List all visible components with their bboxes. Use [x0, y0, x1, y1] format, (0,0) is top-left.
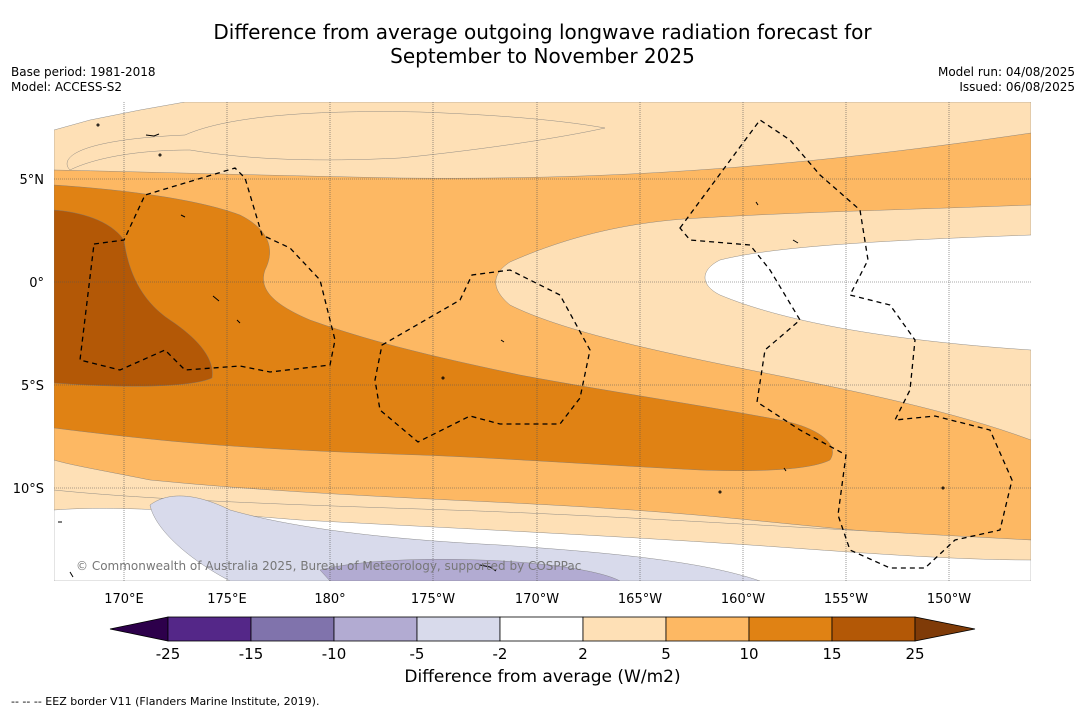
colorbar-segment — [665, 616, 750, 642]
title-line-1: Difference from average outgoing longwav… — [213, 20, 872, 44]
graticule — [54, 102, 1031, 581]
title-line-2: September to November 2025 — [390, 44, 695, 68]
colorbar-label: Difference from average (W/m2) — [404, 667, 681, 687]
lon-label: 175°E — [207, 592, 247, 607]
base-period: Base period: 1981-2018 — [11, 65, 156, 79]
colorbar-tick-label: 2 — [578, 645, 588, 663]
colorbar-segment — [250, 616, 335, 642]
map-title: Difference from average outgoing longwav… — [0, 20, 1085, 68]
colorbar-tick-label: -2 — [493, 645, 508, 663]
meta-right: Model run: 04/08/2025 Issued: 06/08/2025 — [938, 65, 1075, 95]
colorbar-arrow-high — [914, 616, 976, 642]
colorbar-tick-label: -15 — [239, 645, 264, 663]
lat-label: 5°S — [21, 379, 44, 394]
colorbar-tick-label: -5 — [410, 645, 425, 663]
colorbar-tick-label: -25 — [156, 645, 181, 663]
colorbar-segment — [748, 616, 833, 642]
lon-label: 155°W — [824, 592, 868, 607]
colorbar-tick-label: 25 — [905, 645, 924, 663]
issued-date: Issued: 06/08/2025 — [959, 80, 1075, 94]
colorbar-tick-label: 10 — [739, 645, 758, 663]
colorbar-tick-label: 5 — [661, 645, 671, 663]
longitude-labels: 170°E 175°E 180° 175°W 170°W 165°W 160°W… — [104, 592, 971, 607]
band-15-25 — [54, 209, 213, 387]
latitude-labels: 5°N 0° 5°S 10°S — [13, 173, 44, 497]
lon-label: 165°W — [618, 592, 662, 607]
meta-left: Base period: 1981-2018 Model: ACCESS-S2 — [11, 65, 156, 95]
islands — [58, 123, 945, 578]
lon-label: 170°E — [104, 592, 144, 607]
lat-label: 5°N — [20, 173, 45, 188]
colorbar-tick-label: -10 — [322, 645, 347, 663]
eez-borders — [79, 119, 1013, 569]
colorbar-segment — [831, 616, 916, 642]
colorbar-segment — [167, 616, 252, 642]
colorbar-segment — [582, 616, 667, 642]
colorbar-arrow-low — [109, 616, 169, 642]
colorbar-segment — [499, 616, 584, 642]
lon-label: 175°W — [411, 592, 455, 607]
lon-label: 150°W — [927, 592, 971, 607]
lon-label: 180° — [314, 592, 345, 607]
lon-label: 160°W — [721, 592, 765, 607]
colorbar-tick-label: 15 — [822, 645, 841, 663]
copyright-notice: © Commonwealth of Australia 2025, Bureau… — [76, 559, 581, 573]
anomaly-map: © Commonwealth of Australia 2025, Bureau… — [54, 102, 1031, 581]
model-name: Model: ACCESS-S2 — [11, 80, 123, 94]
lat-label: 0° — [29, 276, 44, 291]
colorbar: -25 -15 -10 -5 -2 2 5 10 15 25 — [109, 616, 976, 663]
colorbar-segment — [416, 616, 501, 642]
lat-label: 10°S — [13, 482, 44, 497]
footnote: -- -- -- EEZ border V11 (Flanders Marine… — [11, 695, 320, 708]
negative-anomaly-south-strong — [319, 559, 621, 581]
lon-label: 170°W — [515, 592, 559, 607]
model-run: Model run: 04/08/2025 — [937, 65, 1075, 79]
colorbar-segment — [333, 616, 418, 642]
